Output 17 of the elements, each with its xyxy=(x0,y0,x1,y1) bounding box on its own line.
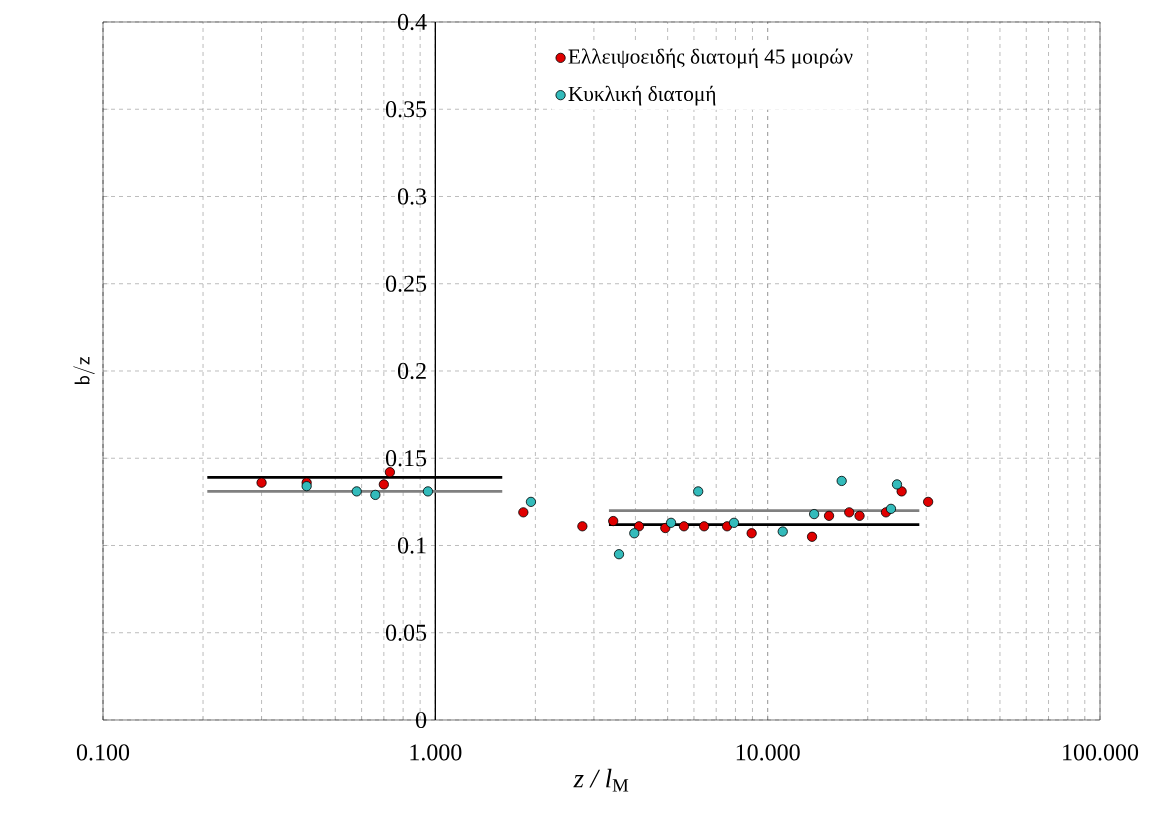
y-tick-label: 0.25 xyxy=(385,275,427,292)
y-tick-label: 0.05 xyxy=(385,624,427,641)
y-tick-label: 0.4 xyxy=(397,13,427,31)
y-tick-label: 0.35 xyxy=(385,101,427,118)
legend-label: Κυκλική διατομή xyxy=(568,85,716,106)
x-tick-label: 1.000 xyxy=(410,744,462,761)
y-axis-title: b/z xyxy=(73,357,95,384)
legend-label: Ελλειψοειδής διατομή 45 μοιρών xyxy=(568,48,853,69)
y-tick-label: 0.3 xyxy=(397,188,427,205)
y-tick-label: 0 xyxy=(415,711,427,729)
x-axis-title: z / l$_{M}$ xyxy=(573,768,629,792)
y-tick-label: 0.1 xyxy=(397,537,426,554)
y-tick-label: 0.15 xyxy=(385,450,427,467)
y-tick-label: 0.2 xyxy=(397,362,426,380)
x-tick-label: 10.000 xyxy=(736,744,800,761)
x-tick-label: 100.000 xyxy=(1063,744,1139,761)
x-tick-label: 0.100 xyxy=(76,744,130,761)
